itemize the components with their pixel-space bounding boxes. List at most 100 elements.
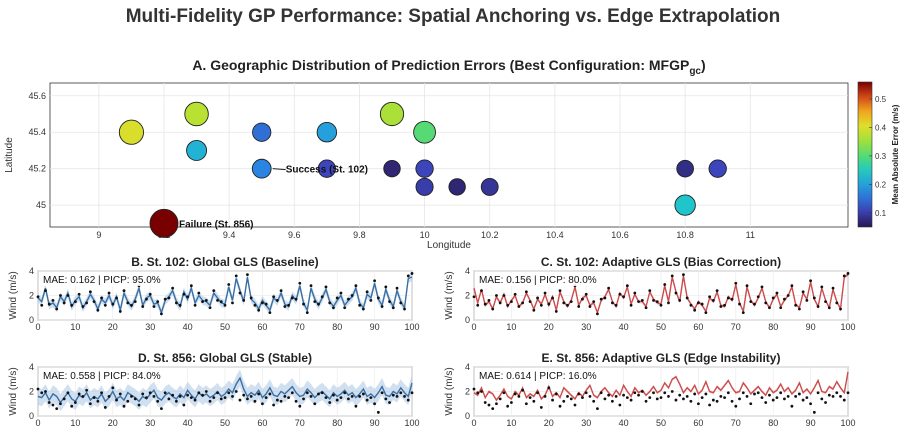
panel-e-observation-point [682, 397, 685, 401]
panel-b-observation-point [272, 295, 276, 299]
panel-e-xtick-label: 0 [471, 418, 476, 428]
panel-e-observation-point [711, 398, 715, 402]
station-point [415, 177, 434, 196]
station-point [674, 194, 696, 216]
panel-b-observation-point [156, 300, 160, 304]
panel-e-observation-point [554, 392, 558, 396]
panel-d-observation-point [100, 391, 103, 395]
panel-c-observation-point [764, 301, 768, 305]
panel-c-observation-point [562, 301, 566, 305]
panel-e-observation-point [824, 401, 827, 404]
panel-e-observation-point [483, 401, 487, 404]
panel-c-observation-point [659, 303, 663, 307]
panel-e-observation-point [517, 395, 521, 398]
panel-e-ytick-label: 4 [465, 362, 470, 372]
panel-c-observation-point [547, 302, 551, 306]
panel-a-xtick-label: 9.6 [288, 230, 301, 240]
panel-b-observation-point [171, 286, 175, 290]
panel-d-observation-point [410, 391, 414, 395]
panel-c-observation-point [801, 290, 805, 294]
panel-e-observation-point [584, 391, 588, 395]
panel-d-observation-point [103, 406, 107, 409]
panel-e-observation-point [663, 391, 667, 395]
panel-c-observation-point [506, 303, 510, 307]
panel-c-observation-point [502, 294, 506, 297]
panel-b-xtick-label: 30 [145, 322, 155, 332]
panel-e-observation-point [644, 399, 648, 403]
panel-b-observation-point [261, 301, 264, 305]
panel-e-observation-point [689, 399, 693, 403]
panel-b-observation-point [380, 305, 384, 308]
panel-d-title: D. St. 856: Global GLS (Stable) [138, 351, 312, 365]
panel-d-observation-point [171, 393, 175, 397]
panel-c-observation-point [551, 296, 554, 300]
panel-c-observation-point [749, 300, 753, 304]
panel-e-observation-point [809, 402, 812, 406]
panel-e-observation-point [610, 399, 614, 403]
panel-d-xtick-label: 50 [220, 418, 230, 428]
panel-e-observation-point [693, 392, 697, 396]
panel-c-xtick-label: 80 [768, 322, 778, 332]
panel-b-observation-point [126, 301, 130, 305]
panel-d-ytick-label: 0 [29, 411, 34, 421]
panel-c-xtick-label: 30 [581, 322, 591, 332]
panel-d-observation-point [216, 391, 219, 395]
panel-b-observation-point [347, 297, 350, 301]
panel-c-xtick-label: 90 [806, 322, 816, 332]
panel-e-observation-point [625, 396, 629, 400]
panel-e-observation-point [715, 399, 719, 403]
panel-c-observation-point [827, 306, 831, 310]
annotation-success: Success (St. 102) [286, 165, 368, 176]
colorbar-tick-label: 0.4 [875, 123, 887, 132]
panel-d-observation-point [107, 395, 111, 398]
panel-b-observation-point [395, 286, 399, 290]
panel-b-stats: MAE: 0.162 | PICP: 95.0% [43, 275, 161, 286]
panel-e-observation-point [573, 403, 577, 407]
panel-c-observation-point [625, 284, 629, 288]
panel-c-observation-point [753, 302, 756, 306]
panel-d-observation-point [406, 398, 410, 402]
panel-e-observation-point [835, 391, 839, 395]
panel-c-observation-point [554, 310, 558, 313]
panel-d-observation-point [47, 401, 51, 404]
panel-c-observation-point [835, 301, 839, 305]
panel-d-observation-point [294, 399, 298, 403]
panel-d-observation-point [81, 395, 85, 398]
panel-d-observation-point [189, 396, 193, 400]
panel-b-observation-point [40, 303, 44, 307]
panel-a-ylabel: Latitude [4, 137, 15, 173]
panel-c-observation-point [760, 285, 764, 289]
station-point [480, 177, 499, 196]
panel-e-observation-point [472, 387, 476, 391]
figure-title: Multi-Fidelity GP Performance: Spatial A… [125, 6, 781, 27]
panel-e-xtick-label: 10 [506, 418, 516, 428]
panel-b-observation-point [163, 297, 167, 301]
panel-d-observation-point [145, 396, 148, 400]
panel-b-observation-point [103, 303, 107, 307]
panel-c-observation-point [685, 296, 689, 300]
station-point [383, 159, 401, 178]
panel-c-observation-point [472, 295, 476, 299]
panel-b-observation-point [107, 291, 111, 295]
panel-b-observation-point [62, 301, 66, 305]
panel-a-xtick-label: 10.2 [481, 230, 499, 240]
panel-a-xlabel: Longitude [427, 240, 471, 251]
panel-e-observation-point [827, 393, 831, 397]
panel-b-observation-point [290, 296, 294, 300]
panel-b-observation-point [189, 284, 193, 288]
panel-b-observation-point [388, 300, 391, 304]
panel-b-observation-point [47, 302, 51, 306]
panel-c-stats: MAE: 0.156 | PICP: 80.0% [479, 275, 597, 286]
panel-d-observation-point [261, 402, 264, 406]
panel-c-observation-point [652, 299, 655, 302]
panel-b-observation-point [118, 310, 122, 313]
panel-d-observation-point [92, 396, 96, 400]
panel-b-observation-point [212, 289, 216, 292]
panel-c-observation-point [719, 305, 723, 308]
panel-b-observation-point [324, 285, 328, 289]
panel-e-observation-point [700, 396, 704, 400]
panel-e-observation-point [842, 398, 846, 402]
panel-c-observation-point [797, 307, 801, 311]
colorbar-label: Mean Absolute Error (m/s) [891, 104, 900, 204]
